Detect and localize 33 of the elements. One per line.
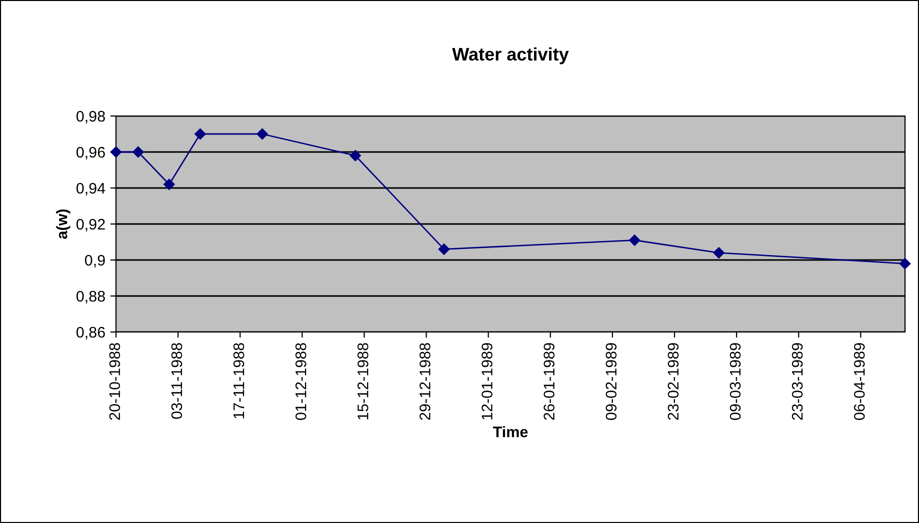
point (110, 146, 122, 158)
y-axis-title: a(w) (56, 209, 70, 239)
point (438, 244, 450, 255)
point (132, 146, 144, 158)
x-tick-label: 03-11-1988 (171, 343, 182, 419)
x-tick-label: 23-02-1989 (668, 343, 679, 420)
point (899, 258, 911, 270)
x-tick-label: 15-12-1988 (358, 343, 368, 420)
x-tick-label: 12-01-1989 (482, 343, 492, 420)
point (629, 234, 640, 246)
y-tick-label: 0,92 (76, 218, 105, 232)
x-tick-label: 09-02-1989 (606, 343, 617, 420)
point (713, 247, 724, 258)
y-tick-label: 0,9 (84, 254, 105, 268)
x-tick-label: 20-10-1988 (109, 343, 120, 420)
point (194, 128, 206, 140)
y-tick-label: 0,88 (76, 290, 105, 304)
x-tick-label: 29-12-1988 (420, 343, 430, 420)
x-tick-label: 23-03-1989 (792, 343, 803, 420)
y-tick-label: 0,96 (76, 146, 105, 160)
point (256, 128, 268, 140)
point (164, 178, 175, 190)
y-tick-label: 0,86 (76, 326, 105, 340)
x-tick-label: 17-11-1988 (233, 343, 244, 418)
y-tick-label: 0,98 (76, 110, 105, 124)
y-tick-label: 0,94 (76, 182, 106, 196)
x-tick-label: 06-04-1989 (854, 343, 865, 420)
x-tick-label: 09-03-1989 (730, 343, 741, 420)
chart-title: Water activity (452, 47, 569, 64)
x-tick-label: 26-01-1989 (544, 343, 554, 420)
x-axis-title: Time (492, 426, 528, 438)
x-tick-label: 01-12-1988 (295, 343, 306, 420)
point (350, 150, 361, 162)
